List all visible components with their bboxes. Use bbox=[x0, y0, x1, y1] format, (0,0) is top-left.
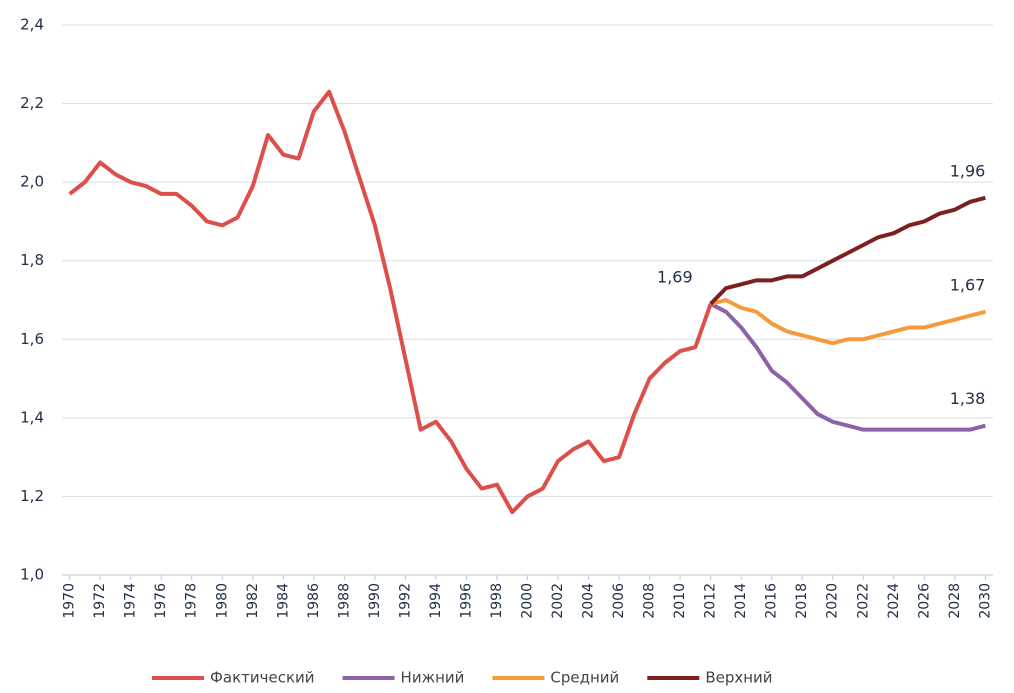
x-tick-label: 1978 bbox=[184, 583, 200, 619]
x-tick-label: 1972 bbox=[92, 583, 108, 619]
x-tick-label: 2024 bbox=[886, 583, 902, 619]
value-label: 1,96 bbox=[950, 161, 986, 180]
x-tick-label: 1996 bbox=[458, 583, 474, 619]
x-tick-label: 1998 bbox=[489, 583, 505, 619]
x-tick-label: 2020 bbox=[825, 583, 841, 619]
legend-label: Средний bbox=[550, 669, 619, 687]
y-tick-label: 1,8 bbox=[20, 251, 44, 269]
x-tick-label: 2026 bbox=[916, 583, 932, 619]
y-tick-label: 1,6 bbox=[20, 330, 44, 348]
legend-label: Нижний bbox=[401, 669, 465, 687]
x-tick-label: 2012 bbox=[703, 583, 719, 619]
x-tick-label: 1986 bbox=[306, 583, 322, 619]
legend-item: Средний bbox=[492, 669, 619, 687]
x-tick-label: 1994 bbox=[428, 583, 444, 619]
x-tick-label: 2004 bbox=[581, 583, 597, 619]
x-tick-label: 1976 bbox=[153, 583, 169, 619]
x-tick-label: 2028 bbox=[947, 583, 963, 619]
x-tick-label: 2030 bbox=[977, 583, 993, 619]
x-tick-label: 1970 bbox=[62, 583, 78, 619]
x-tick-label: 1974 bbox=[123, 583, 139, 619]
x-tick-label: 1992 bbox=[397, 583, 413, 619]
series-line bbox=[68, 89, 713, 515]
legend-item: Верхний bbox=[647, 669, 773, 687]
x-tick-label: 1982 bbox=[245, 583, 261, 619]
y-tick-label: 1,0 bbox=[20, 566, 44, 584]
legend-item: Нижний bbox=[342, 669, 465, 687]
value-label: 1,69 bbox=[657, 267, 693, 286]
x-tick-label: 2014 bbox=[733, 583, 749, 619]
x-tick-label: 1980 bbox=[214, 583, 230, 619]
x-tick-label: 1984 bbox=[275, 583, 291, 619]
series-line bbox=[709, 302, 986, 432]
y-tick-label: 1,2 bbox=[20, 487, 44, 505]
series-line bbox=[709, 195, 986, 306]
legend-label: Фактический bbox=[210, 669, 315, 687]
x-tick-label: 2022 bbox=[855, 583, 871, 619]
x-tick-label: 2006 bbox=[611, 583, 627, 619]
value-label: 1,67 bbox=[950, 275, 986, 294]
x-tick-label: 2016 bbox=[764, 583, 780, 619]
x-tick-label: 2008 bbox=[642, 583, 658, 619]
x-tick-label: 2002 bbox=[550, 583, 566, 619]
x-tick-label: 2000 bbox=[520, 583, 536, 619]
y-tick-label: 2,0 bbox=[20, 173, 44, 191]
x-tick-label: 2018 bbox=[794, 583, 810, 619]
y-tick-label: 1,4 bbox=[20, 408, 44, 426]
x-tick-label: 1990 bbox=[367, 583, 383, 619]
legend-item: Фактический bbox=[152, 669, 315, 687]
series-line bbox=[710, 298, 986, 346]
x-tick-label: 2010 bbox=[672, 583, 688, 619]
x-tick-label: 1988 bbox=[336, 583, 352, 619]
legend-label: Верхний bbox=[705, 669, 772, 687]
y-tick-label: 2,4 bbox=[20, 16, 44, 34]
value-label: 1,38 bbox=[950, 389, 986, 408]
y-tick-label: 2,2 bbox=[20, 94, 44, 112]
